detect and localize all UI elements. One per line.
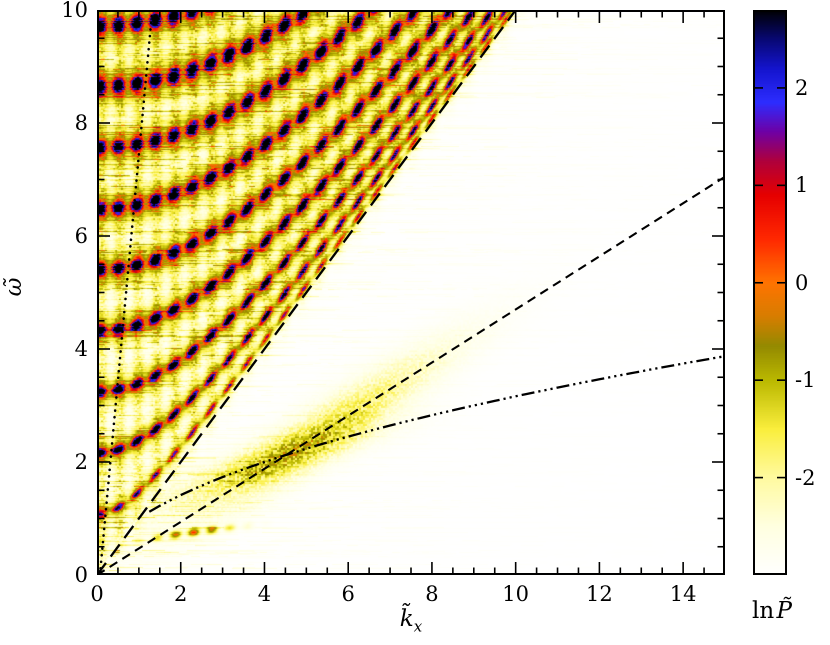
y-tick-label: 8 (74, 111, 88, 135)
x-tick-label: 8 (425, 582, 439, 606)
plot-area (97, 10, 725, 575)
x-axis-variable: k̃ (399, 606, 414, 632)
y-tick-label: 6 (74, 224, 88, 248)
y-tick-label: 0 (74, 563, 88, 587)
y-axis-label: ω̃ (1, 277, 27, 297)
x-tick-label: 6 (341, 582, 355, 606)
colorbar-label: ln P̃ (752, 598, 830, 624)
x-axis-label: k̃x (331, 606, 491, 636)
colorbar-tick-label: 0 (795, 270, 809, 295)
y-tick-label: 4 (74, 337, 88, 361)
colorbar (753, 10, 787, 575)
x-axis-subscript: x (413, 617, 423, 636)
colorbar-tick-label: 2 (795, 75, 809, 100)
x-tick-label: 2 (174, 582, 188, 606)
y-tick-label: 2 (74, 450, 88, 474)
colorbar-label-variable: P̃ (776, 598, 792, 624)
x-tick-label: 10 (502, 582, 530, 606)
colorbar-tick-label: 1 (795, 173, 809, 198)
y-tick-label: 10 (61, 0, 88, 22)
heatmap-canvas (97, 10, 725, 575)
colorbar-label-ln: ln (752, 598, 775, 624)
colorbar-canvas (753, 10, 787, 575)
x-tick-label: 4 (257, 582, 272, 606)
colorbar-tick-label: -1 (795, 368, 816, 393)
x-tick-label: 0 (90, 582, 104, 606)
colorbar-tick-label: -2 (795, 465, 816, 490)
x-tick-label: 14 (669, 582, 697, 606)
x-tick-label: 12 (586, 582, 613, 606)
